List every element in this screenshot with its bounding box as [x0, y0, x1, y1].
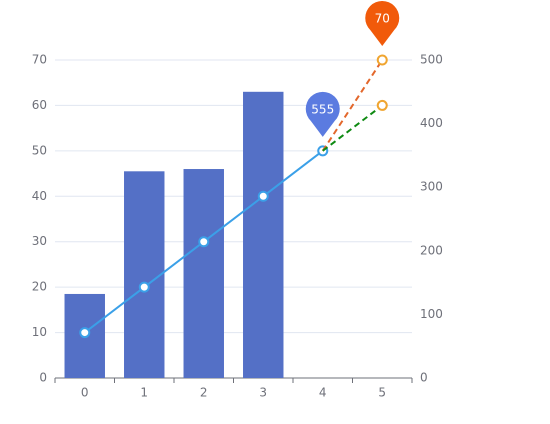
bar	[243, 91, 284, 379]
mark-pin-label: 555	[311, 102, 334, 116]
x-tick-label: 4	[319, 386, 327, 400]
line	[322, 104, 383, 152]
y-tick-label: 40	[32, 189, 47, 203]
line-point	[376, 54, 388, 66]
y-tick-label: 60	[32, 98, 47, 112]
x-tick-label: 1	[140, 386, 148, 400]
line-point	[79, 327, 91, 339]
y-tick-label: 30	[32, 234, 47, 248]
y2-tick-label: 0	[420, 371, 428, 385]
mark-pin	[305, 91, 340, 137]
y2-tick-label: 100	[420, 307, 443, 321]
bar	[183, 169, 224, 378]
line-point	[257, 190, 269, 202]
y2-tick-label: 200	[420, 243, 443, 257]
y2-tick-label: 500	[420, 53, 443, 67]
y-tick-label: 50	[32, 143, 47, 157]
x-tick-label: 5	[378, 386, 386, 400]
y-tick-label: 0	[39, 371, 47, 385]
line-point	[198, 236, 210, 248]
y-tick-label: 70	[32, 53, 47, 67]
line-point	[376, 99, 388, 111]
line	[321, 59, 384, 152]
line-point	[138, 281, 150, 293]
mark-pin-label: 70	[375, 12, 390, 26]
x-tick-label: 0	[81, 386, 89, 400]
bar	[124, 171, 165, 378]
y2-tick-label: 400	[420, 116, 443, 130]
x-tick-label: 2	[200, 386, 208, 400]
x-tick-label: 3	[259, 386, 267, 400]
y2-tick-label: 300	[420, 180, 443, 194]
mark-pin	[365, 0, 400, 46]
y-tick-label: 20	[32, 280, 47, 294]
y-tick-label: 10	[32, 325, 47, 339]
